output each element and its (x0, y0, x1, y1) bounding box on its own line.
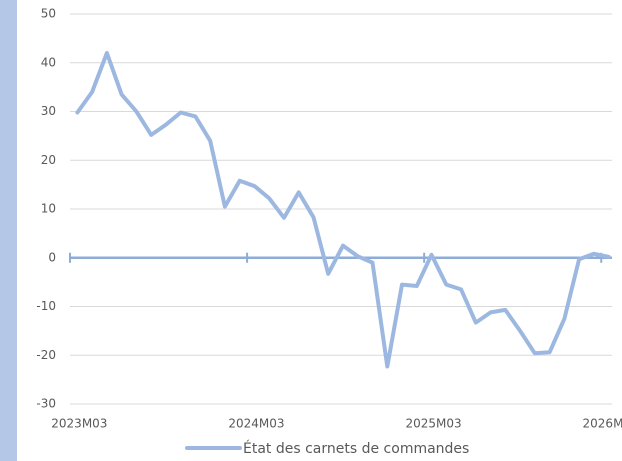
side-strip (0, 0, 17, 461)
x-tick-label: 2023M03 (51, 417, 107, 431)
x-tick-label: 2026M03 (583, 417, 622, 431)
y-tick-label: 30 (41, 104, 56, 118)
y-tick-label: 10 (41, 202, 56, 216)
x-tick-label: 2024M03 (228, 417, 284, 431)
legend-label: État des carnets de commandes (243, 440, 469, 457)
y-tick-label: -30 (36, 397, 56, 411)
y-tick-label: 0 (48, 250, 56, 264)
y-tick-label: 40 (41, 55, 56, 69)
y-tick-label: -10 (36, 299, 56, 313)
y-tick-label: -20 (36, 348, 56, 362)
data-line (75, 51, 611, 369)
y-tick-label: 20 (41, 153, 56, 167)
y-tick-label: 50 (41, 7, 56, 21)
x-tick-label: 2025M03 (405, 417, 461, 431)
